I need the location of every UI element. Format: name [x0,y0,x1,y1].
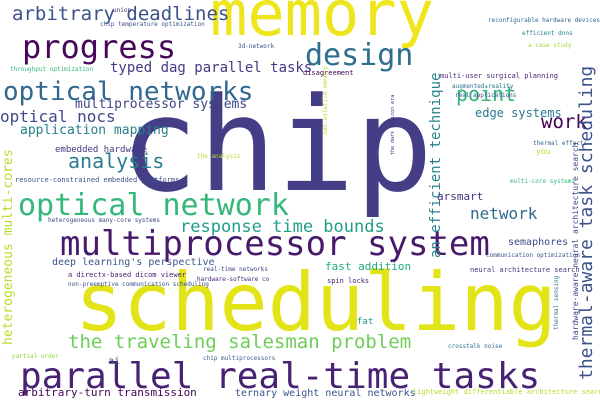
word: parallel real-time tasks [20,356,540,397]
word: reconfigurable hardware devices [488,17,600,24]
word: the analysis [197,153,241,160]
word: design [305,38,413,73]
word: work [541,111,587,133]
word: spin locks [327,277,369,285]
word: optical nocs [0,107,116,126]
word: edge systems [475,106,562,120]
word: real applications [455,92,517,99]
word: optical networks [3,77,253,107]
word: the traveling salesman problem [68,331,411,353]
word: heterogeneous many-core systems [48,217,160,224]
word: throughput optimization [10,66,93,73]
word: scheduling [75,256,557,349]
word: thermal effects [533,140,588,147]
word: memory [210,0,434,50]
word: the dark silicon era [390,95,396,155]
word: efficient dnns [522,30,573,37]
word: 3d-network [238,43,275,50]
word: chip temperature optimization [100,21,205,28]
word: thermal sensing [553,275,560,330]
word: real-time networks [203,266,268,273]
word: arbitrary deadlines [12,3,229,25]
word: union [113,7,131,14]
word: arbitrary-turn transmission [18,386,197,399]
word: point [456,82,516,106]
word: ai [108,356,120,367]
word: response time bounds [180,217,385,237]
word: a case study [528,42,572,49]
word: application mapping [20,123,169,138]
word: multi-core systems [510,178,575,185]
word: deep learning's perspective [52,257,215,268]
word: partial order [12,353,59,360]
word: fast addition [325,260,411,273]
word: embedded hardware [55,145,147,155]
word: communication optimization [486,252,580,259]
word: multi-user surgical planning [440,72,558,80]
word: semaphores [508,237,568,248]
word: disagreement [303,69,354,77]
word: ternary weight neural networks [235,388,416,399]
word: multiprocessor system [60,224,490,264]
word: augmented reality [452,83,514,90]
word: heterogeneous multi-cores [1,149,16,345]
word: you [536,147,551,156]
word: chip [120,69,433,221]
word: non-volatile memory [322,66,329,135]
word: hardware-aware neural architecture searc… [571,142,580,340]
word: non-preemptive communication scheduling [68,281,209,288]
word: typed dag parallel tasks [110,60,312,76]
word: optical network [18,188,289,223]
word: lightweight differentiable architecture … [413,388,600,396]
word: neural architecture search [470,266,580,274]
word: an efficient technique [428,73,444,258]
word: hardware-software co [197,276,270,283]
word: a directx-based dicom viewer [68,271,186,279]
word: analysis [68,149,164,173]
word: chip multiprocessors [203,355,276,362]
word: network [470,204,538,223]
word: thermal-aware task scheduling [576,66,597,380]
word: resource-constrained embedded platforms [15,176,179,184]
word: fat [357,317,373,327]
word: progress [22,28,176,66]
word: arsmart [437,190,483,203]
word: crosstalk noise [448,343,503,350]
word: multiprocessor systems [75,97,247,112]
